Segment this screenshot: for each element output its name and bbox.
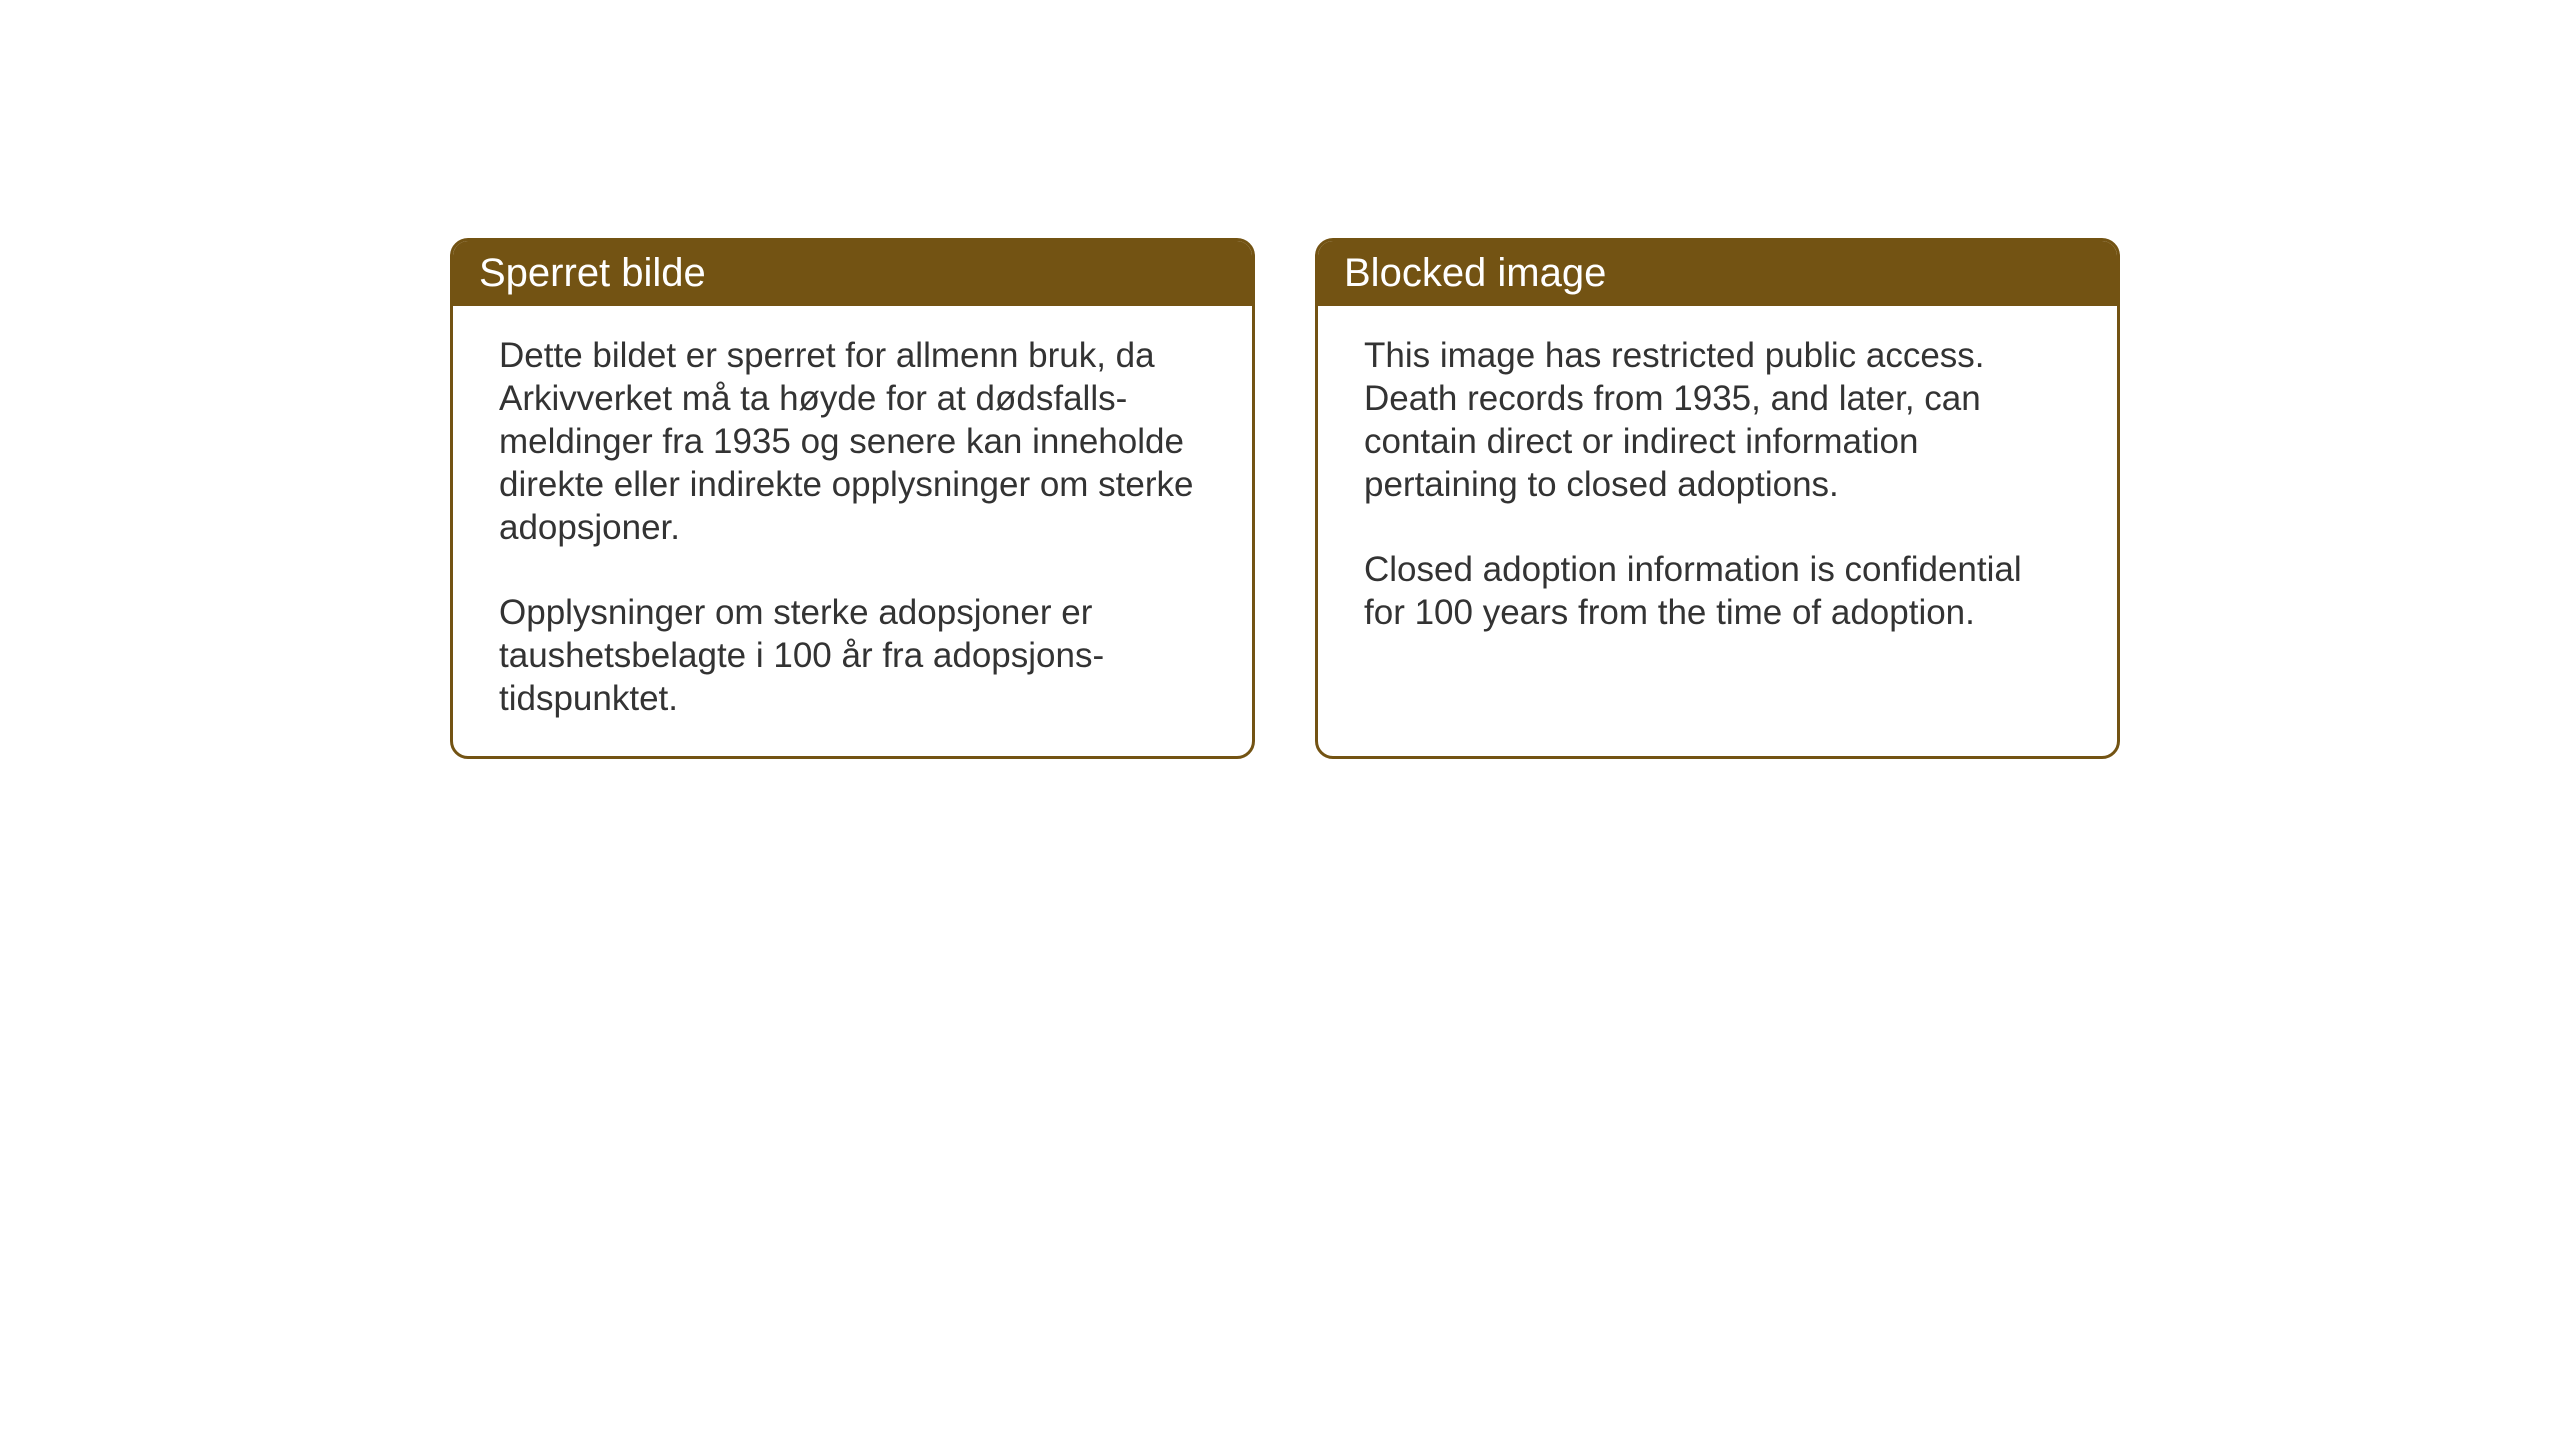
notice-card-english: Blocked image This image has restricted … [1315, 238, 2120, 759]
notice-card-norwegian: Sperret bilde Dette bildet er sperret fo… [450, 238, 1255, 759]
card-header: Blocked image [1318, 241, 2117, 306]
card-paragraph: This image has restricted public access.… [1364, 334, 2071, 506]
card-paragraph: Dette bildet er sperret for allmenn bruk… [499, 334, 1206, 549]
card-header: Sperret bilde [453, 241, 1252, 306]
notice-cards-container: Sperret bilde Dette bildet er sperret fo… [450, 238, 2120, 759]
card-paragraph: Closed adoption information is confident… [1364, 548, 2071, 634]
card-body: Dette bildet er sperret for allmenn bruk… [453, 306, 1252, 756]
card-paragraph: Opplysninger om sterke adopsjoner er tau… [499, 591, 1206, 720]
card-title: Sperret bilde [479, 251, 706, 295]
card-title: Blocked image [1344, 251, 1606, 295]
card-body: This image has restricted public access.… [1318, 306, 2117, 670]
